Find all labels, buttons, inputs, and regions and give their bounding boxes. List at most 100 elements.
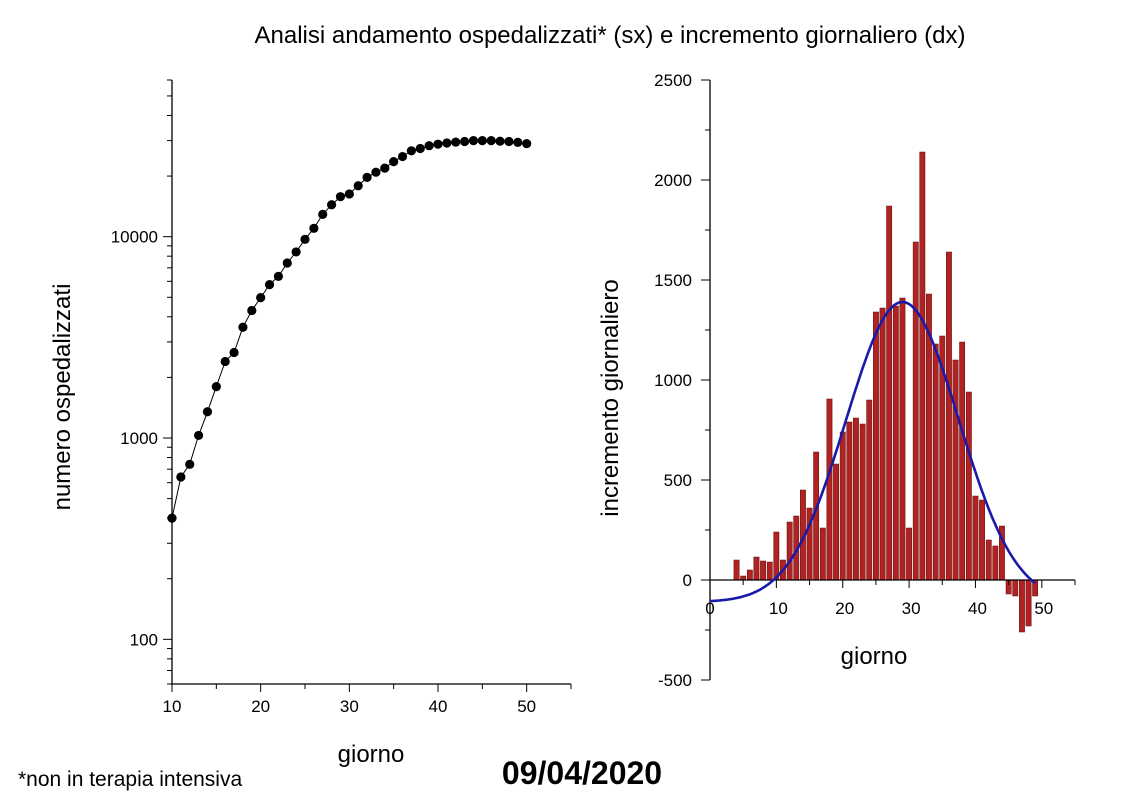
left-series-points: [167, 136, 532, 523]
date-label: 09/04/2020: [502, 755, 662, 791]
right-axes: [701, 79, 1076, 681]
right-x-tick-label: 0: [705, 599, 714, 618]
bar: [826, 398, 833, 581]
data-point: [256, 293, 266, 303]
data-point: [504, 136, 514, 147]
bar: [899, 297, 906, 581]
data-point: [486, 136, 496, 146]
footnote: *non in terapia intensiva: [18, 768, 242, 791]
bar: [919, 151, 926, 581]
chart-title: Analisi andamento ospedalizzati* (sx) e …: [254, 22, 965, 49]
bar: [733, 559, 740, 581]
data-point: [300, 234, 310, 244]
right-y-axis-title: incremento giornaliero: [597, 279, 624, 516]
data-point: [176, 472, 186, 482]
data-point: [380, 163, 390, 173]
bar: [952, 359, 959, 581]
data-point: [344, 189, 354, 199]
data-point: [353, 181, 363, 191]
data-point: [460, 136, 470, 147]
bar: [819, 527, 826, 581]
data-point: [406, 146, 416, 156]
bar: [932, 343, 939, 581]
bar: [766, 561, 773, 581]
bar: [746, 569, 753, 581]
data-point: [202, 407, 213, 417]
right-y-tick-label: 1000: [654, 371, 692, 390]
data-point: [194, 430, 204, 441]
left-y-tick-label: 1000: [120, 429, 158, 448]
data-point: [167, 513, 177, 523]
bar: [753, 556, 760, 581]
data-point: [362, 172, 372, 182]
data-point: [318, 209, 328, 220]
data-point: [424, 141, 434, 151]
data-point: [309, 223, 319, 233]
bar: [886, 205, 893, 581]
right-x-tick-label: 30: [902, 599, 921, 618]
data-point: [513, 137, 523, 147]
data-point: [282, 258, 292, 268]
right-y-tick-label: 500: [664, 471, 692, 490]
bar: [912, 241, 919, 581]
left-y-tick-labels: 100 1000 10000: [111, 228, 158, 650]
bar: [985, 539, 992, 581]
data-point: [247, 305, 257, 316]
bar: [1019, 579, 1025, 633]
data-point: [327, 200, 337, 210]
bar: [839, 431, 846, 581]
right-x-tick-labels: 0 10 20 30 40 50: [705, 599, 1053, 618]
data-point: [389, 156, 399, 167]
right-bars: [733, 151, 1039, 633]
data-point: [229, 347, 239, 358]
right-y-tick-label: 0: [683, 571, 692, 590]
bar: [846, 421, 853, 581]
data-point: [442, 138, 452, 148]
bar: [965, 391, 972, 581]
data-point: [495, 136, 505, 146]
bar: [786, 521, 793, 581]
data-point: [264, 279, 275, 290]
data-point: [522, 138, 532, 149]
right-y-tick-label: 1500: [654, 271, 692, 290]
left-x-tick-label: 20: [251, 697, 270, 716]
right-x-axis-title: giorno: [841, 643, 908, 670]
data-point: [477, 136, 487, 146]
bar: [833, 463, 839, 581]
left-y-axis-title: numero ospedalizzati: [49, 284, 76, 511]
right-x-tick-label: 20: [835, 599, 854, 618]
right-y-tick-labels: -500 0 500 1000 1500 2000 2500: [654, 71, 692, 690]
bar: [859, 423, 866, 581]
right-y-tick-label: 2000: [654, 171, 692, 190]
left-x-axis-title: giorno: [338, 741, 405, 768]
data-point: [371, 167, 381, 177]
bar: [892, 305, 899, 581]
bar: [906, 527, 912, 581]
left-y-tick-label: 100: [130, 630, 158, 649]
data-point: [451, 137, 461, 147]
bar: [773, 531, 780, 581]
right-x-tick-label: 40: [968, 599, 987, 618]
right-x-tick-label: 10: [769, 599, 788, 618]
bar: [760, 560, 766, 581]
bar: [946, 251, 952, 581]
data-point: [415, 143, 425, 154]
data-point: [238, 322, 248, 332]
data-point: [433, 139, 443, 149]
right-y-tick-label: 2500: [654, 71, 692, 90]
bar: [979, 499, 985, 581]
data-point: [468, 136, 479, 146]
left-x-tick-label: 30: [340, 697, 359, 716]
left-x-tick-label: 10: [163, 697, 182, 716]
bar: [873, 311, 879, 581]
bar: [992, 545, 999, 581]
right-y-tick-label: -500: [658, 671, 692, 690]
data-point: [211, 382, 221, 392]
data-point: [273, 271, 283, 281]
data-point: [335, 192, 346, 202]
left-x-tick-labels: 10 20 30 40 50: [163, 697, 537, 716]
left-chart: 10 20 30 40 50 100 1000 10000 giorno numero os…: [49, 79, 572, 768]
bar: [1012, 579, 1019, 597]
fit-curve-path: [709, 300, 1037, 603]
left-y-tick-label: 10000: [111, 228, 158, 247]
